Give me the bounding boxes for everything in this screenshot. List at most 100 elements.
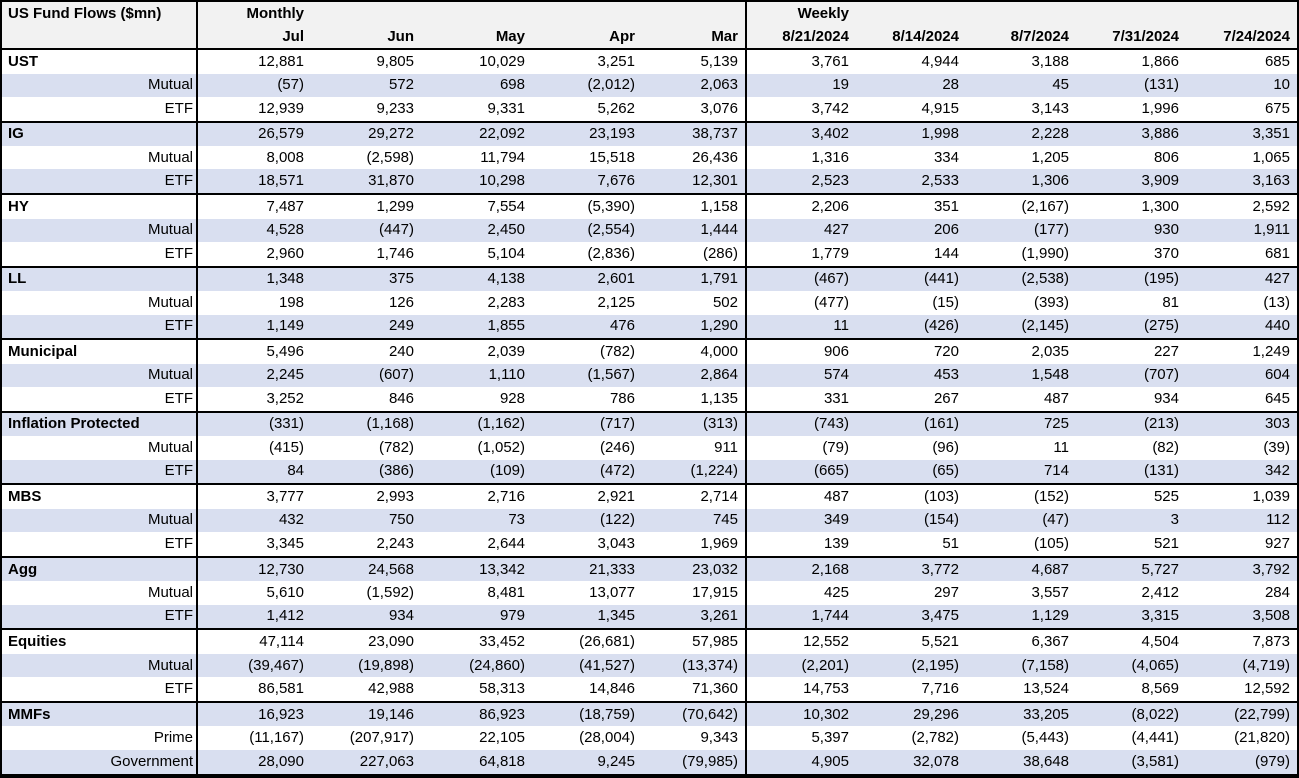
value-cell: 3,315 [1076,604,1186,630]
spacer-cell [532,1,642,25]
value-cell: (2,012) [532,73,642,97]
value-cell: (122) [532,508,642,533]
value-cell: (607) [311,363,421,388]
value-cell: 9,343 [642,726,747,750]
row-label: Mutual [1,146,198,170]
value-cell: 42,988 [368,679,414,697]
value-cell: (15) [932,293,959,311]
value-cell: 73 [421,508,532,533]
value-cell: 5,397 [811,729,849,747]
value-cell: (717) [532,410,642,437]
value-cell: 303 [1186,410,1298,437]
group-label: Municipal [1,338,198,364]
value-cell: (39,467) [197,653,311,678]
value-cell: 47,114 [197,628,311,654]
row-label: Mutual [1,508,198,533]
value-cell: 1,998 [856,120,966,147]
row-label: Mutual [1,581,198,605]
value-cell: (4,065) [1076,653,1186,678]
value-cell: 1,149 [197,314,311,340]
value-cell: 13,342 [421,555,532,582]
value-cell: (131) [1076,73,1186,97]
value-cell: (2,554) [532,218,642,242]
row-label: Government [1,749,198,776]
value-cell: (5,443) [1021,729,1069,747]
value-cell: (109) [421,459,532,485]
value-cell: 9,805 [311,48,421,74]
value-cell: 427 [746,218,856,242]
table-title: US Fund Flows ($mn) [1,1,198,49]
value-cell: 29,296 [856,700,966,727]
value-cell: 432 [197,508,311,533]
value-cell: 267 [933,389,959,407]
value-cell: 249 [311,314,421,340]
value-cell: 604 [1186,363,1298,388]
value-cell: 10,302 [746,700,856,727]
value-cell: 13,077 [589,583,635,601]
value-cell: (1,168) [311,410,421,437]
value-cell: (28,004) [579,729,635,747]
column-header-week-3: 8/7/2024 [966,25,1076,50]
value-cell: 7,873 [1186,628,1298,654]
value-cell: 1,249 [1186,338,1298,364]
value-cell: 334 [933,148,959,166]
value-cell: 351 [856,193,966,219]
value-cell: (4,719) [1186,653,1298,678]
value-cell: 2,063 [642,73,747,97]
value-cell: 9,233 [376,99,414,117]
value-cell: 38,648 [966,749,1076,776]
value-cell: 928 [499,389,525,407]
value-cell: 28,090 [197,749,311,776]
value-cell: (441) [856,265,966,292]
value-cell: 349 [746,508,856,533]
value-cell: (4,441) [1131,729,1179,747]
value-cell: 23,090 [311,628,421,654]
table-row-municipal-mutual: Mutual 2,245 (607) 1,110 (1,567) 2,864 574 453 1… [1,363,1298,388]
row-label: ETF [1,387,198,412]
value-cell: 572 [311,73,421,97]
weekly-section-label: Weekly [746,1,856,25]
value-cell: (2,836) [587,244,635,262]
value-cell: 574 [746,363,856,388]
row-label: Mutual [1,291,198,315]
value-cell: 720 [856,338,966,364]
value-cell: 8,569 [1141,679,1179,697]
value-cell: (2,167) [966,193,1076,219]
group-label: HY [1,193,198,219]
value-cell: 476 [532,314,642,340]
value-cell: 7,676 [532,169,642,195]
value-cell: 12,552 [746,628,856,654]
value-cell: 846 [388,389,414,407]
table-row-ust: UST 12,881 9,805 10,029 3,251 5,139 3,761 4,944… [1,48,1298,74]
column-header-week-1: 8/21/2024 [746,25,856,50]
group-label: MBS [1,483,198,509]
value-cell: (472) [532,459,642,485]
value-cell: 5,262 [597,99,635,117]
value-cell: 17,915 [642,581,747,605]
table-row-mbs-mutual: Mutual 432 750 73 (122) 745 349 (154) (47) 3 112 [1,508,1298,533]
value-cell: 2,206 [746,193,856,219]
value-cell: 2,864 [642,363,747,388]
row-label: ETF [1,96,198,122]
value-cell: 1,065 [1252,148,1290,166]
table-row-hy-mutual: Mutual 4,528 (447) 2,450 (2,554) 1,444 427 206(… [1,218,1298,242]
spacer-cell [1076,1,1186,25]
value-cell: 2,714 [642,483,747,509]
value-cell: 2,601 [532,265,642,292]
value-cell: 12,592 [1244,679,1290,697]
value-cell: 7,716 [921,679,959,697]
value-cell: (213) [1076,410,1186,437]
table-row-mmfs-prime: Prime (11,167) (207,917) 22,105 (28,004) 9,34… [1,726,1298,750]
value-cell: 1,412 [197,604,311,630]
table-row-inflation-protected-mutual: Mutual (415) (782) (1,052) (246) 911 (79) (96) 1… [1,436,1298,460]
value-cell: 3,188 [966,48,1076,74]
value-cell: 13,524 [1023,679,1069,697]
value-cell: (1,052) [477,438,525,456]
table-row-municipal-etf: ETF 3,252 846 928 786 1,135 331 267 487 934 645 [1,387,1298,412]
value-cell: (24,860) [421,653,532,678]
spacer-cell [856,1,966,25]
value-cell: 10 [1186,73,1298,97]
value-cell: (11,167) [249,729,304,747]
value-cell: (3,581) [1076,749,1186,776]
value-cell: (707) [1076,363,1186,388]
